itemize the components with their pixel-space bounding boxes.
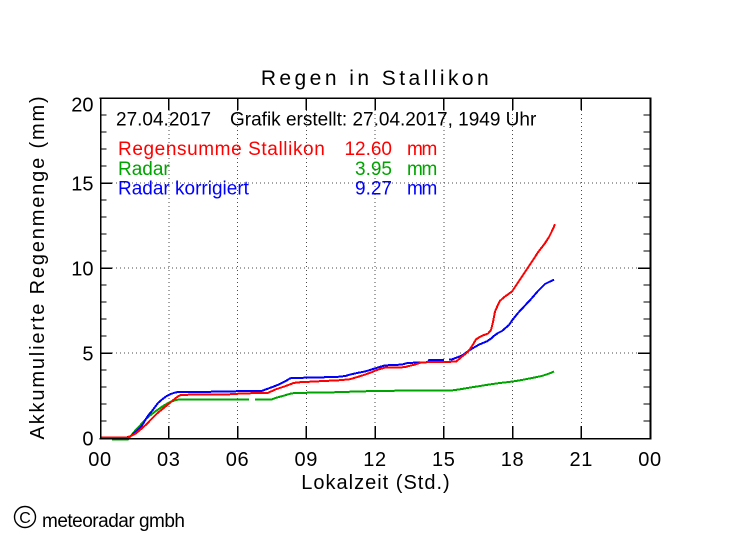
svg-text:00: 00 [638,449,661,471]
svg-text:Radar korrigiert: Radar korrigiert [118,179,250,200]
svg-text:0: 0 [82,428,93,450]
svg-text:meteoradar gmbh: meteoradar gmbh [42,511,184,532]
svg-text:Regensumme Stallikon: Regensumme Stallikon [118,139,325,160]
svg-text:03: 03 [157,449,180,471]
svg-text:00: 00 [88,449,111,471]
svg-text:Akkumulierte Regenmenge (mm): Akkumulierte Regenmenge (mm) [27,95,49,440]
svg-text:Radar: Radar [118,159,170,180]
svg-text:mm: mm [407,139,437,160]
svg-text:15: 15 [432,449,455,471]
svg-text:27.04.2017: 27.04.2017 [116,110,211,131]
svg-text:mm: mm [407,159,437,180]
svg-text:Grafik erstellt: 27.04.2017, 1: Grafik erstellt: 27.04.2017, 1949 Uhr [230,110,537,131]
svg-text:15: 15 [71,173,93,195]
svg-text:06: 06 [226,449,249,471]
svg-text:12: 12 [363,449,386,471]
svg-text:10: 10 [71,258,93,280]
svg-text:20: 20 [71,95,93,117]
svg-text:3.95: 3.95 [355,159,392,180]
svg-text:21: 21 [570,449,593,471]
svg-text:mm: mm [407,179,437,200]
svg-text:5: 5 [82,343,93,365]
svg-text:9.27: 9.27 [355,179,392,200]
svg-text:18: 18 [501,449,524,471]
svg-text:12.60: 12.60 [344,139,392,160]
svg-text:Lokalzeit (Std.): Lokalzeit (Std.) [301,472,450,494]
svg-text:Regen in Stallikon: Regen in Stallikon [261,67,492,90]
svg-text:C: C [19,510,31,527]
svg-text:09: 09 [295,449,318,471]
